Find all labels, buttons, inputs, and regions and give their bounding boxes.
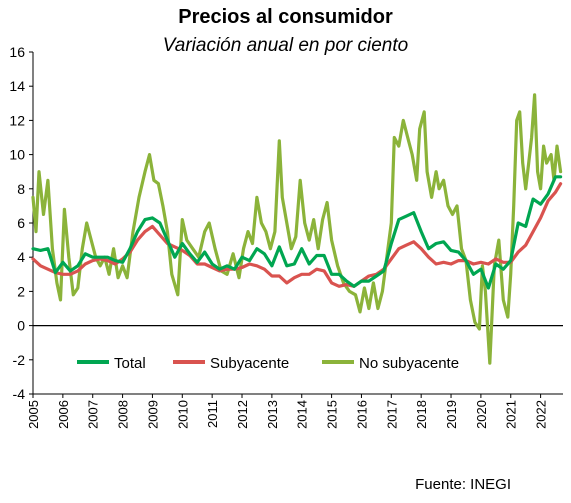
y-tick-label: 4 xyxy=(17,249,25,265)
y-tick-label: -4 xyxy=(13,386,26,402)
y-tick-label: 8 xyxy=(17,181,25,197)
x-tick-label: 2009 xyxy=(145,400,160,429)
x-axis: 2005 2006 2007 2008 2009 2010 2011 2012 2013 2014… xyxy=(26,393,563,429)
y-tick-label: -2 xyxy=(13,352,26,368)
x-tick-label: 2014 xyxy=(295,400,310,429)
y-tick-label: 0 xyxy=(17,318,25,334)
y-tick-label: 2 xyxy=(17,283,25,299)
x-tick-label: 2008 xyxy=(116,400,131,429)
x-tick-label: 2013 xyxy=(265,400,280,429)
x-tick-label: 2012 xyxy=(235,400,250,429)
x-tick-label: 2016 xyxy=(354,400,369,429)
x-tick-label: 2020 xyxy=(474,400,489,429)
legend-label: Total xyxy=(114,355,146,372)
y-tick-label: 12 xyxy=(9,112,25,128)
x-tick-label: 2011 xyxy=(205,400,220,428)
x-tick-label: 2007 xyxy=(86,400,101,429)
legend: Total Subyacente No subyacente xyxy=(77,355,459,372)
x-tick-label: 2005 xyxy=(26,400,41,429)
series-line-subyacente xyxy=(31,182,563,288)
y-tick-label: 10 xyxy=(9,147,25,163)
source-note: Fuente: INEGI xyxy=(415,476,511,493)
y-tick-label: 14 xyxy=(9,78,25,94)
chart-subtitle: Variación anual en por ciento xyxy=(162,35,409,56)
legend-label: Subyacente xyxy=(210,355,289,372)
x-tick-label: 2022 xyxy=(534,400,549,429)
y-tick-label: 6 xyxy=(17,215,25,231)
x-tick-label: 2018 xyxy=(414,400,429,429)
legend-label: No subyacente xyxy=(359,355,459,372)
x-tick-label: 2021 xyxy=(504,400,519,429)
series-line-no-subyacente xyxy=(31,93,563,365)
x-tick-label: 2006 xyxy=(56,400,71,429)
x-tick-label: 2019 xyxy=(444,400,459,429)
chart-title: Precios al consumidor xyxy=(178,6,393,28)
x-tick-label: 2015 xyxy=(325,400,340,429)
series-line-total xyxy=(31,175,563,290)
x-tick-label: 2010 xyxy=(175,400,190,429)
series-group xyxy=(31,93,563,365)
x-tick-label: 2017 xyxy=(384,400,399,429)
